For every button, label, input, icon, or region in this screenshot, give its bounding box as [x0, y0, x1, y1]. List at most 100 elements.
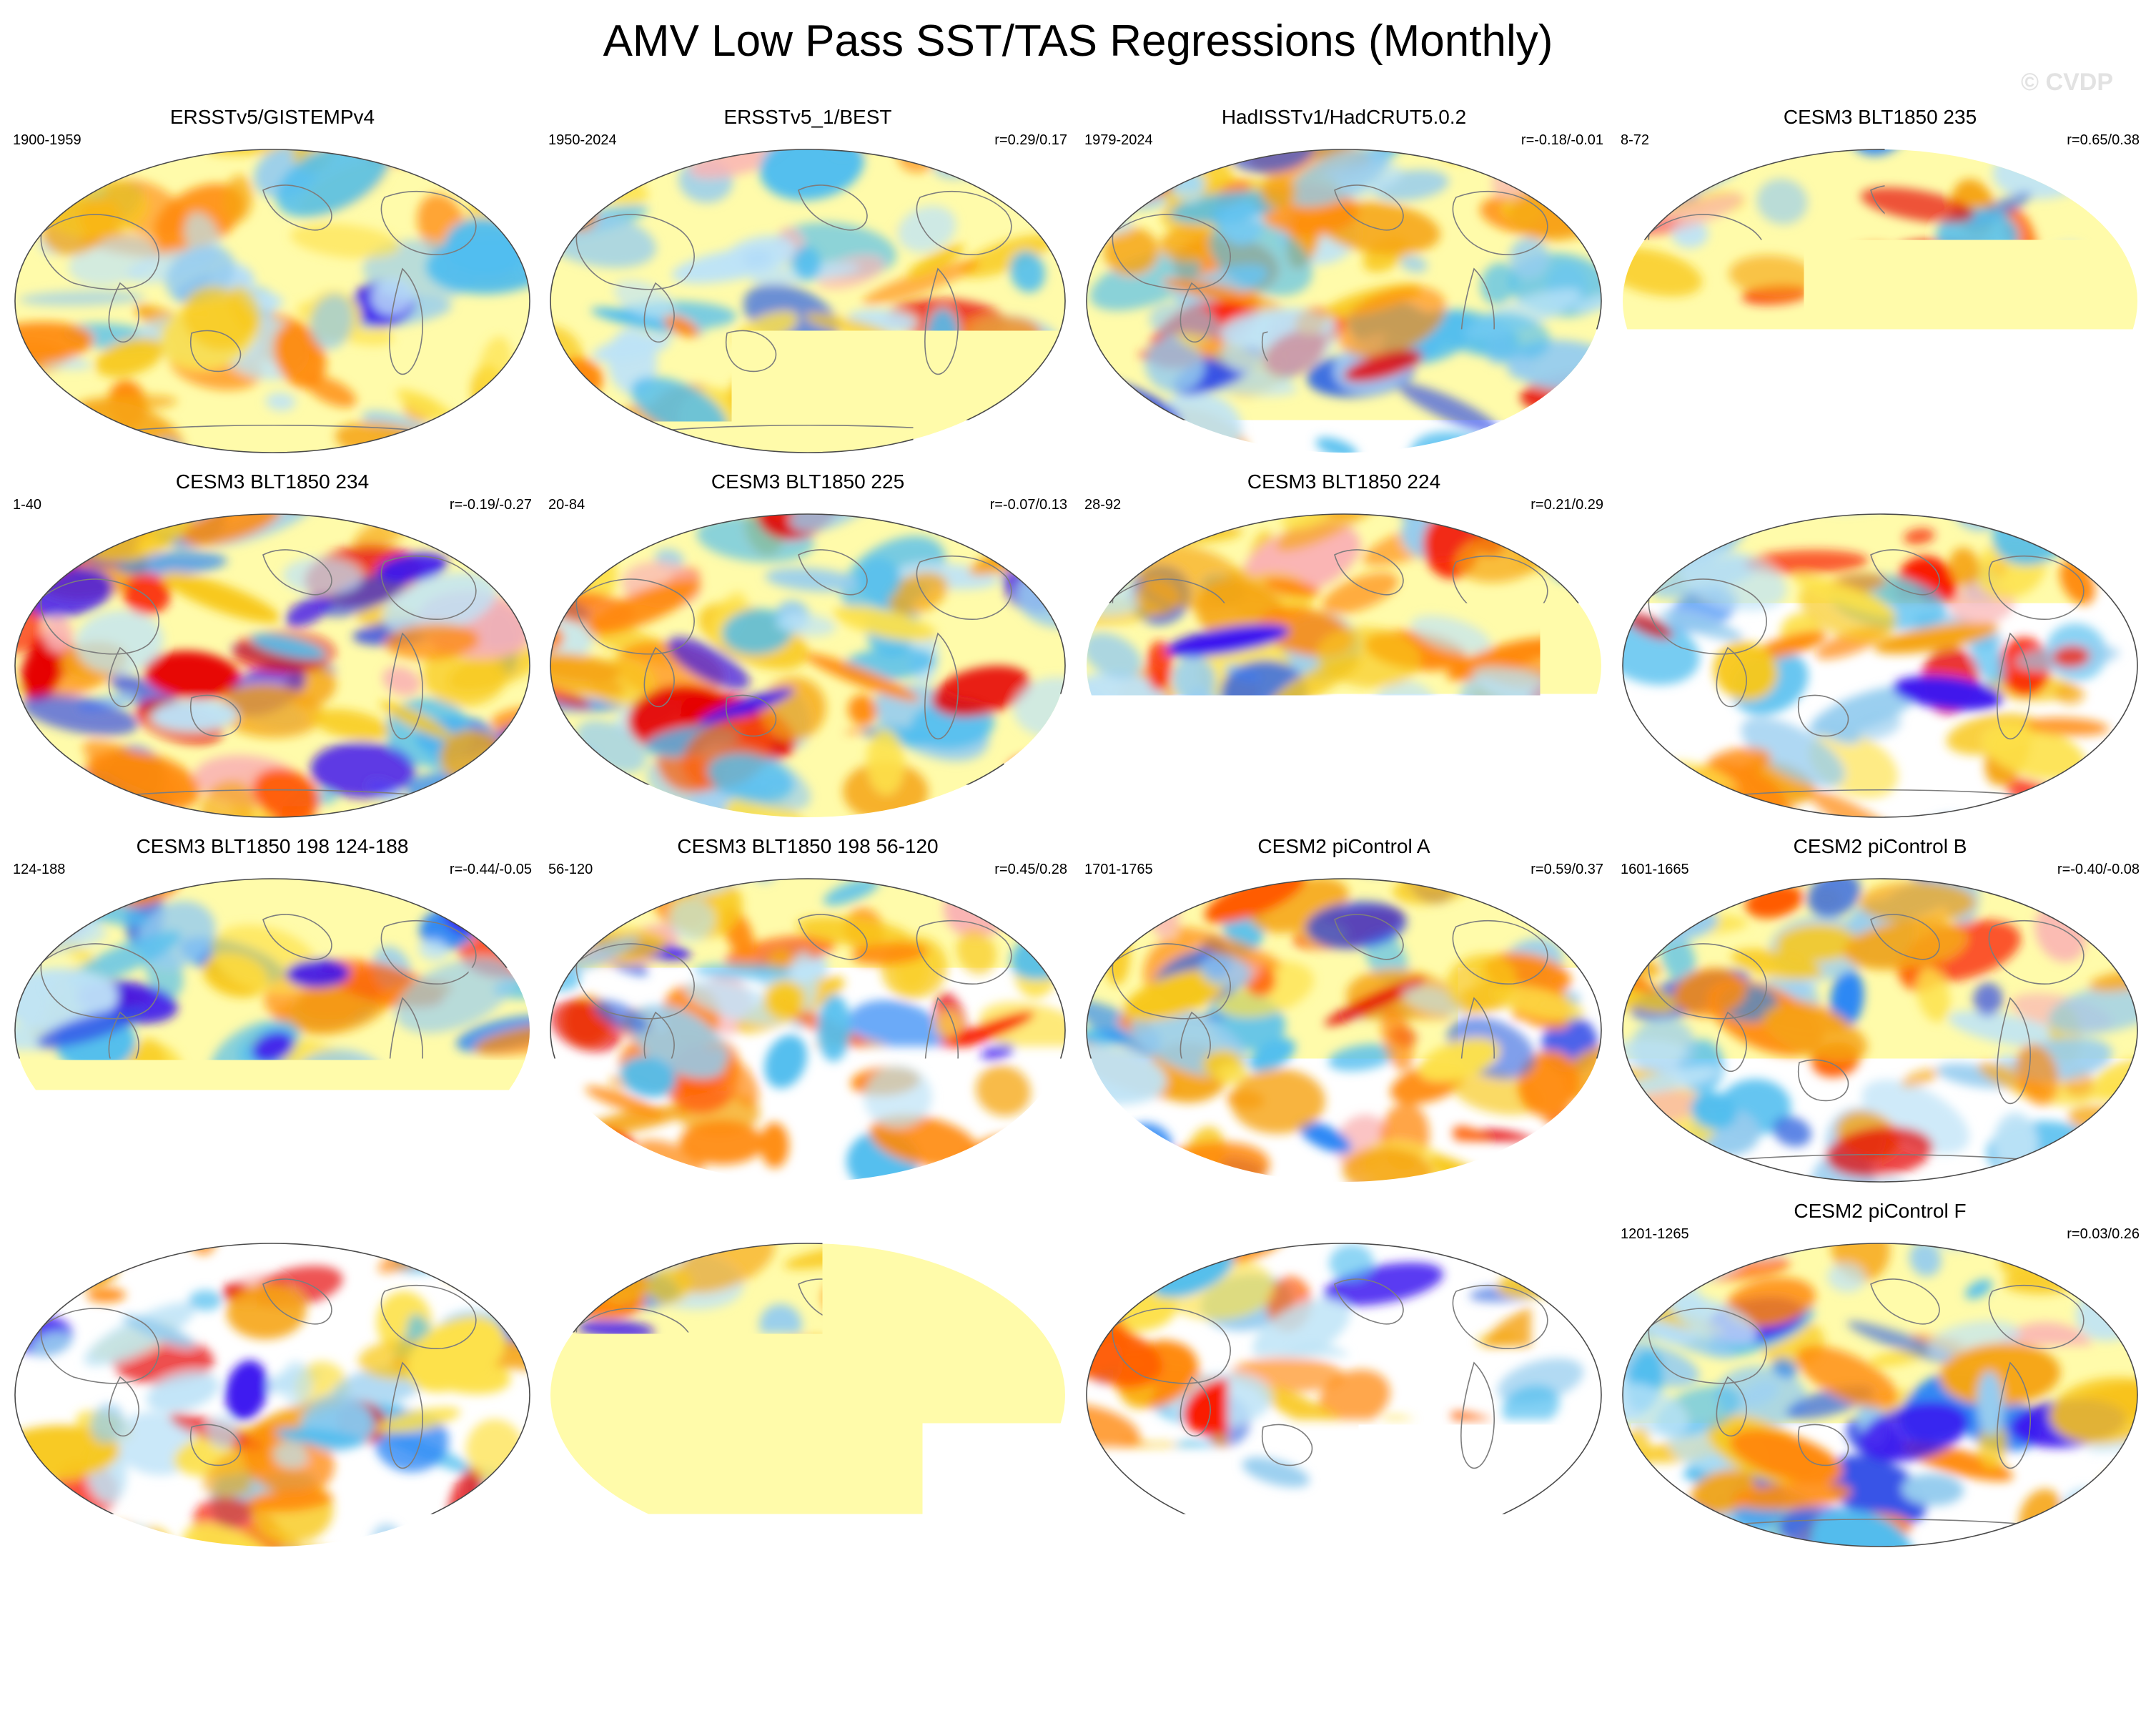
- colorbar-tick-label: 3.2: [1559, 1632, 1603, 1667]
- panel-title: CESM2 piControl A: [1076, 834, 1612, 859]
- regression-map: [1084, 147, 1603, 455]
- colorbar-swatch: [513, 1592, 575, 1625]
- panel-title: CESM3 BLT1850 224: [1076, 469, 1612, 495]
- colorbar-swatch: [1330, 1592, 1393, 1625]
- regression-map: [548, 512, 1067, 819]
- colorbar-swatch: [387, 1592, 450, 1625]
- map-panel: ERSSTv5/GISTEMPv4 1900-1959: [4, 104, 540, 462]
- map-panel: CESM3 BLT1850 198 124-188 124-188 r=-0.44/…: [4, 834, 540, 1191]
- panel-title: CESM3 BLT1850 235: [1612, 104, 2148, 130]
- map-panel: CESM2 piControl E 1301-1365 r=0.30/-0.15: [1076, 1198, 1612, 1556]
- panel-correlation: r=-0.19/-0.27: [450, 496, 532, 513]
- panel-title: ERSSTv5_1/BEST: [540, 104, 1076, 130]
- panel-correlation: r=-0.15/0.07: [2062, 496, 2140, 513]
- map-panel: CESM3 BLT1850 235 8-72 r=0.65/0.38: [1612, 104, 2148, 462]
- regression-map: [13, 1241, 532, 1549]
- regression-map: [13, 877, 532, 1184]
- colorbar-swatch: [1205, 1592, 1267, 1625]
- panel-title: CESM2 piControl E: [1076, 1198, 1612, 1224]
- colorbar-swatch: [890, 1592, 953, 1625]
- colorbar-swatch: [953, 1592, 1016, 1625]
- panel-period: 1-40: [13, 496, 41, 513]
- regression-map: [1621, 147, 2140, 455]
- colorbar-swatch: [701, 1592, 764, 1625]
- colorbar-units: C/C/C: [0, 1666, 2156, 1706]
- panel-period: 1979-2024: [1084, 132, 1153, 149]
- figure-title: AMV Low Pass SST/TAS Regressions (Monthl…: [0, 13, 2156, 70]
- colorbar-tick-label: -4: [435, 1632, 463, 1667]
- panel-title: CESM3 BLT1850 234: [4, 469, 540, 495]
- regression-map: [13, 512, 532, 819]
- map-panel: CESM2 piControl B 1601-1665 r=-0.40/-0.08: [1612, 834, 2148, 1191]
- panel-title: HadISSTv1/HadCRUT5.0.2: [1076, 104, 1612, 130]
- regression-map: [1084, 1241, 1603, 1549]
- colorbar-tick-label: -2.4: [673, 1632, 728, 1667]
- colorbar-tick-label: -3.2: [548, 1632, 602, 1667]
- panel-title: CESM3 BLT1850 198 124-188: [4, 834, 540, 859]
- panel-title: CESM2 piControl B: [1612, 834, 2148, 859]
- panel-correlation: r=-0.18/-0.01: [1521, 132, 1603, 149]
- panel-period: 56-120: [548, 861, 593, 878]
- regression-map: [548, 877, 1067, 1184]
- panel-period: 1900-1959: [13, 132, 81, 149]
- regression-map: [13, 147, 532, 455]
- colorbar-swatch: [1582, 1592, 1645, 1625]
- map-panel: CESM3 BLT1850 198 56-120 56-120 r=0.45/0.2…: [540, 834, 1076, 1191]
- colorbar-swatch: [1456, 1592, 1519, 1625]
- panel-correlation: r=0.21/0.29: [1531, 496, 1603, 513]
- panel-correlation: r=-0.07/0.13: [990, 496, 1067, 513]
- map-panel: HadISSTv1/HadCRUT5.0.2 1979-2024 r=-0.18/-…: [1076, 104, 1612, 462]
- panel-correlation: r=0.44/0.03: [994, 1226, 1067, 1243]
- colorbar-tick-label: 4: [1698, 1632, 1716, 1667]
- colorbar-swatch: [1079, 1592, 1142, 1625]
- regression-map: [1084, 512, 1603, 819]
- colorbar-tick-label: 2.4: [1433, 1632, 1477, 1667]
- colorbar-tick-label: 0: [1069, 1632, 1087, 1667]
- regression-map: [1621, 512, 2140, 819]
- panel-correlation: r=-0.40/-0.08: [2057, 861, 2140, 878]
- panel-title: CESM2 piControl F: [1612, 1198, 2148, 1224]
- map-panel: CESM3 BLT1850 225 20-84 r=-0.07/0.13: [540, 469, 1076, 827]
- regression-map: [1084, 877, 1603, 1184]
- map-panel: CESM3 BLT1850 224 28-92 r=0.21/0.29: [1076, 469, 1612, 827]
- colorbar-swatch: [764, 1592, 827, 1625]
- colorbar-tick-label: 1.6: [1307, 1632, 1351, 1667]
- panel-period: 16-80: [1621, 496, 1657, 513]
- panel-title: ERSSTv5/GISTEMPv4: [4, 104, 540, 130]
- panel-period: 8-72: [1621, 132, 1649, 149]
- colorbar-swatch: [1267, 1592, 1330, 1625]
- panel-period: 1301-1365: [1084, 1226, 1153, 1243]
- panel-correlation: r=0.59/0.37: [1531, 861, 1603, 878]
- panel-period: 1401-1465: [548, 1226, 617, 1243]
- panel-title: CESM3 BLT1850 198 56-120: [540, 834, 1076, 859]
- panel-correlation: r=0.65/0.38: [2067, 132, 2140, 149]
- map-panel: CESM2 piControl C 1501-1565 r=0.49/0.13: [4, 1198, 540, 1556]
- colorbar: [386, 1592, 1771, 1626]
- regression-map: [548, 147, 1067, 455]
- colorbar-swatch: [1519, 1592, 1582, 1625]
- panel-period: 1701-1765: [1084, 861, 1153, 878]
- colorbar-tick-label: -0.8: [925, 1632, 979, 1667]
- panel-correlation: r=0.49/0.13: [459, 1226, 532, 1243]
- panel-correlation: r=0.29/0.17: [994, 132, 1067, 149]
- colorbar-tick-label: 0.8: [1182, 1632, 1225, 1667]
- colorbar-swatch: [1393, 1592, 1456, 1625]
- panel-correlation: r=0.30/-0.15: [1526, 1226, 1603, 1243]
- panel-period: 1950-2024: [548, 132, 617, 149]
- colorbar-swatch: [638, 1592, 701, 1625]
- panel-correlation: r=-0.44/-0.05: [450, 861, 532, 878]
- panel-period: 28-92: [1084, 496, 1121, 513]
- panel-title: CESM2 piControl D: [540, 1198, 1076, 1224]
- colorbar-swatch: [1645, 1592, 1708, 1625]
- map-panel: CESM2 piControl A 1701-1765 r=0.59/0.37: [1076, 834, 1612, 1191]
- colorbar-swatch: [1142, 1592, 1205, 1625]
- colorbar-swatch: [450, 1592, 513, 1625]
- panel-title: CESM3 BLT1850 225: [540, 469, 1076, 495]
- panel-period: 20-84: [548, 496, 585, 513]
- panel-period: 124-188: [13, 861, 65, 878]
- map-panel: CESM3 BLT1850 214 16-80 r=-0.15/0.07: [1612, 469, 2148, 827]
- regression-map: [548, 1241, 1067, 1549]
- panel-correlation: r=0.03/0.26: [2067, 1226, 2140, 1243]
- colorbar-swatch: [1708, 1592, 1771, 1625]
- map-panel: ERSSTv5_1/BEST 1950-2024 r=0.29/0.17: [540, 104, 1076, 462]
